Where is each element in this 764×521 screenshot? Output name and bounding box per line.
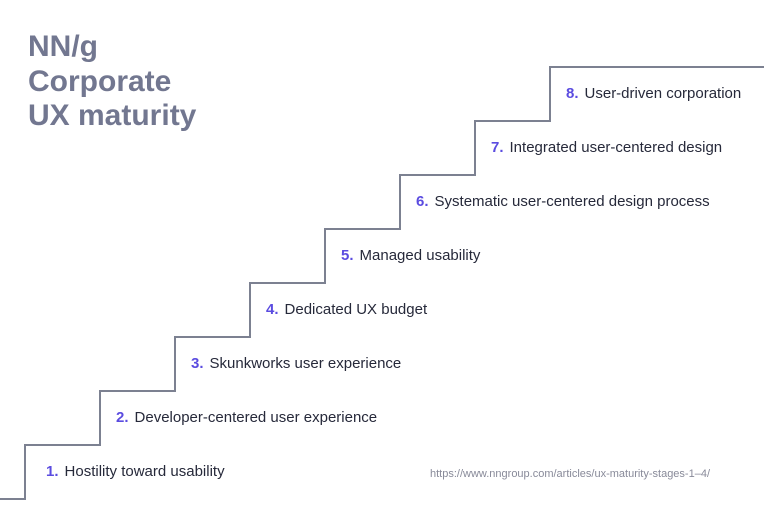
step-1-number: 1. [46, 463, 59, 480]
step-2: 2. Developer-centered user experience [116, 409, 377, 426]
step-1-label: Hostility toward usability [65, 463, 225, 480]
step-6-label: Systematic user-centered design process [435, 193, 710, 210]
step-3-label: Skunkworks user experience [210, 355, 402, 372]
step-5-label: Managed usability [360, 247, 481, 264]
step-3: 3. Skunkworks user experience [191, 355, 401, 372]
step-3-number: 3. [191, 355, 204, 372]
step-8-number: 8. [566, 85, 579, 102]
step-5: 5. Managed usability [341, 247, 480, 264]
step-6-number: 6. [416, 193, 429, 210]
step-8-label: User-driven corporation [585, 85, 742, 102]
step-7-label: Integrated user-centered design [510, 139, 723, 156]
step-1: 1. Hostility toward usability [46, 463, 225, 480]
step-4-label: Dedicated UX budget [285, 301, 428, 318]
step-2-label: Developer-centered user experience [135, 409, 378, 426]
staircase-polyline [0, 67, 764, 499]
step-2-number: 2. [116, 409, 129, 426]
step-7-number: 7. [491, 139, 504, 156]
step-8: 8. User-driven corporation [566, 85, 741, 102]
step-7: 7. Integrated user-centered design [491, 139, 722, 156]
step-5-number: 5. [341, 247, 354, 264]
source-url: https://www.nngroup.com/articles/ux-matu… [430, 468, 710, 480]
step-4: 4. Dedicated UX budget [266, 301, 427, 318]
step-6: 6. Systematic user-centered design proces… [416, 193, 710, 210]
step-4-number: 4. [266, 301, 279, 318]
